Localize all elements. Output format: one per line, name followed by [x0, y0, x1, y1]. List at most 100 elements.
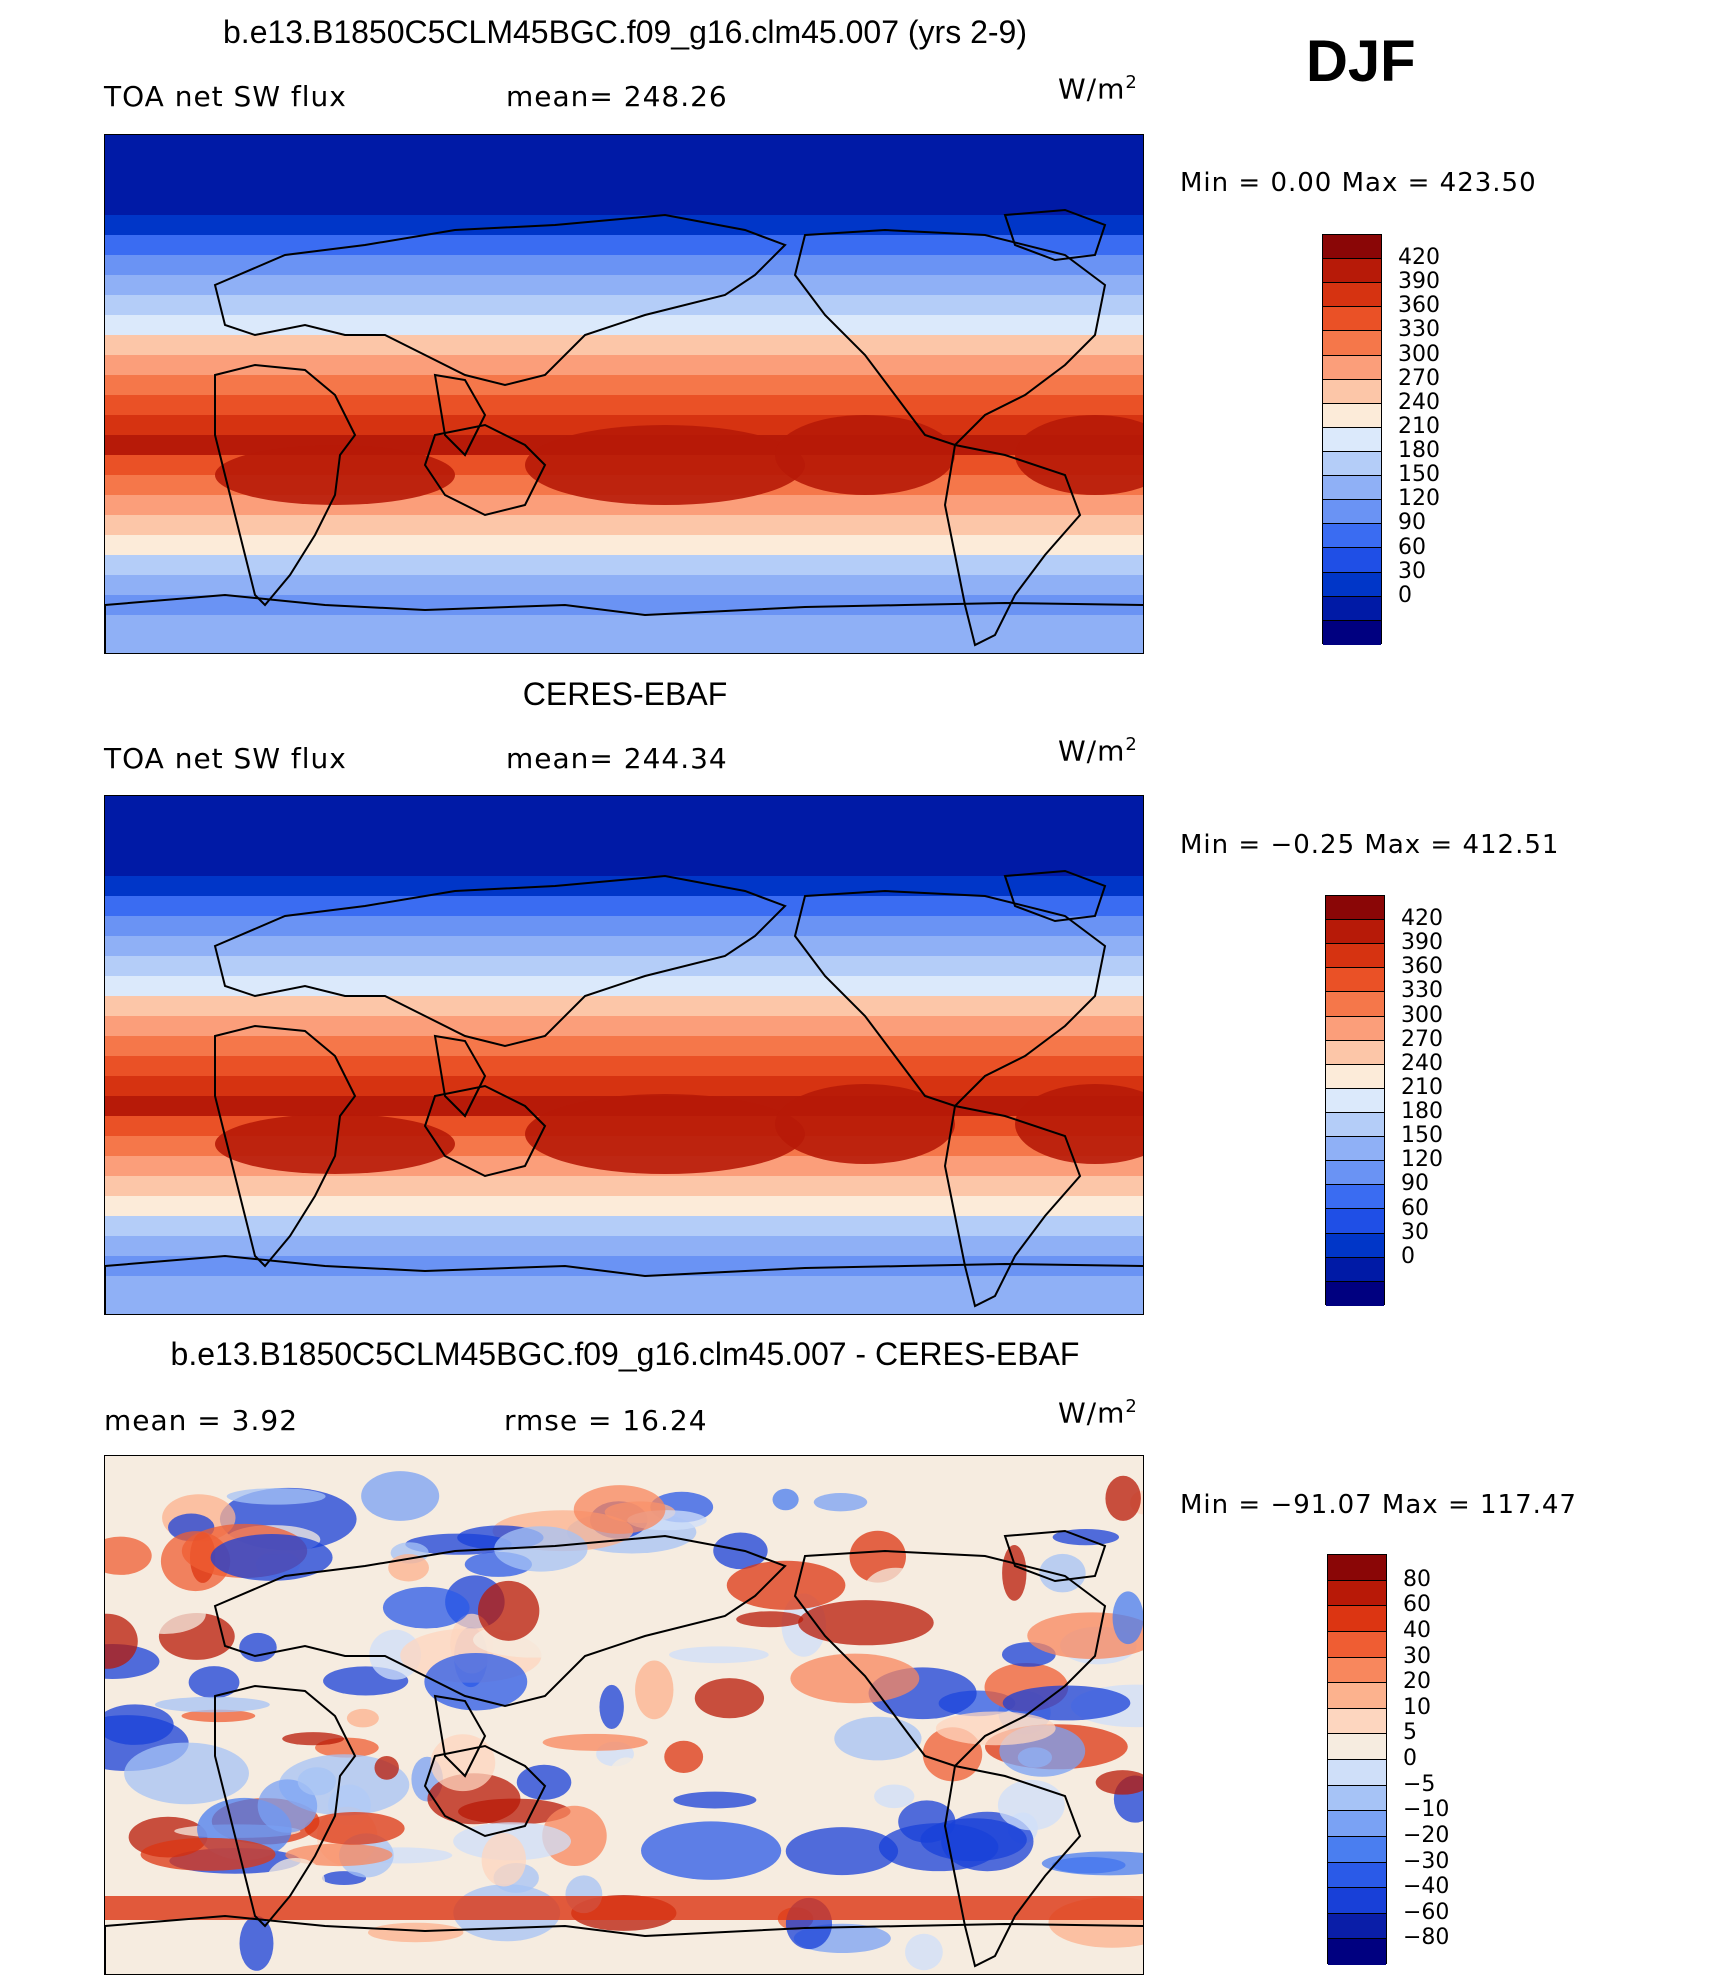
difference-patch [573, 1485, 666, 1534]
colorbar-swatch [1328, 1939, 1386, 1965]
colorbar-tick-label: −20 [1403, 1822, 1450, 1848]
field-maximum [1015, 415, 1143, 495]
field-band [105, 796, 1143, 817]
colorbar-swatch [1328, 1683, 1386, 1709]
colorbar-swatch [1323, 283, 1381, 308]
difference-patch [813, 1493, 868, 1512]
field-band [105, 635, 1143, 653]
field-maximum [525, 425, 805, 505]
difference-patch [265, 1857, 326, 1907]
difference-patch [382, 1586, 470, 1629]
colorbar-tick-label: 80 [1403, 1566, 1431, 1592]
coastline [793, 889, 1107, 1108]
colorbar-tick-label: 30 [1403, 1643, 1431, 1669]
colorbar-swatch [1328, 1657, 1386, 1684]
panel2-minmax: Min = −0.25 Max = 412.51 [1180, 830, 1560, 860]
difference-patch [481, 1833, 527, 1887]
field-band [105, 836, 1143, 857]
colorbar-swatch [1323, 572, 1381, 597]
coastline [943, 443, 1082, 647]
field-band [105, 375, 1143, 396]
difference-patch [105, 1704, 174, 1745]
coastline [1003, 869, 1107, 923]
colorbar-swatch [1323, 596, 1381, 621]
field-band [105, 1236, 1143, 1257]
difference-patch [1105, 1475, 1141, 1521]
panel2-unit-label: W/m2 [1058, 734, 1138, 768]
field-band [105, 1016, 1143, 1037]
colorbar-tick-label: 5 [1403, 1720, 1417, 1746]
difference-patch [790, 1653, 920, 1704]
colorbar-swatch [1326, 992, 1384, 1017]
field-band [105, 1216, 1143, 1237]
coastline [1003, 208, 1107, 262]
field-band [105, 355, 1143, 376]
coastline [433, 373, 487, 457]
colorbar-tick-label: 210 [1401, 1074, 1443, 1100]
coastline [214, 363, 357, 607]
field-band [105, 1176, 1143, 1197]
difference-patch [346, 1708, 379, 1728]
colorbar-tick-label: −40 [1403, 1874, 1450, 1900]
colorbar-swatch [1328, 1913, 1386, 1940]
colorbar-tick-label: 150 [1401, 1123, 1443, 1149]
difference-patch [694, 1678, 765, 1719]
difference-patch [736, 1611, 804, 1628]
colorbar-tick-label: 120 [1401, 1147, 1443, 1173]
difference-patch [726, 1560, 846, 1610]
field-band [105, 896, 1143, 917]
colorbar-tick-label: 420 [1398, 245, 1440, 271]
panel3-colorbar [1327, 1554, 1387, 1965]
coastline [213, 213, 787, 387]
difference-patch [154, 1696, 270, 1713]
field-band [105, 1076, 1143, 1097]
colorbar-swatch [1323, 379, 1381, 404]
field-band [105, 235, 1143, 256]
difference-patch [430, 1734, 496, 1792]
difference-patch [424, 1653, 528, 1711]
coastline [433, 1034, 487, 1118]
field-band [105, 1036, 1143, 1057]
field-band [105, 615, 1143, 636]
field-band [105, 956, 1143, 977]
field-band [105, 315, 1143, 336]
colorbar-swatch [1323, 476, 1381, 501]
colorbar-tick-label: 10 [1403, 1694, 1431, 1720]
coastline [943, 1104, 1082, 1308]
field-maximum [775, 415, 955, 495]
colorbar-swatch [1328, 1555, 1386, 1581]
difference-patch [239, 1632, 277, 1662]
colorbar-tick-label: 270 [1401, 1026, 1443, 1052]
difference-patch [122, 1594, 206, 1634]
difference-patch [785, 1827, 899, 1876]
colorbar-swatch [1323, 427, 1381, 452]
colorbar-swatch [1328, 1708, 1386, 1735]
field-band [105, 816, 1143, 837]
field-band [105, 1256, 1143, 1277]
difference-patch [641, 1821, 782, 1880]
panel1-title: b.e13.B1850C5CLM45BGC.f09_g16.clm45.007 … [223, 14, 1027, 50]
colorbar-swatch [1326, 1185, 1384, 1210]
colorbar-swatch [1328, 1580, 1386, 1607]
field-band [105, 395, 1143, 416]
coastline [423, 1744, 547, 1838]
difference-patch [673, 1791, 757, 1809]
field-maximum [215, 445, 455, 505]
colorbar-tick-label: 180 [1401, 1099, 1443, 1125]
colorbar-tick-label: 300 [1401, 1002, 1443, 1028]
difference-patch [1095, 1770, 1143, 1795]
colorbar-swatch [1323, 403, 1381, 428]
colorbar-swatch [1328, 1888, 1386, 1914]
colorbar-swatch [1323, 259, 1381, 284]
difference-patch [1002, 1685, 1131, 1721]
colorbar-swatch [1323, 500, 1381, 525]
field-band [105, 856, 1143, 877]
colorbar-swatch [1323, 620, 1381, 645]
difference-patch [1041, 1851, 1143, 1876]
colorbar-tick-label: 90 [1401, 1171, 1429, 1197]
colorbar-tick-label: 20 [1403, 1669, 1431, 1695]
difference-patch [257, 1779, 318, 1833]
colorbar-swatch [1323, 307, 1381, 332]
field-band [105, 295, 1143, 316]
colorbar-tick-label: 390 [1401, 930, 1443, 956]
